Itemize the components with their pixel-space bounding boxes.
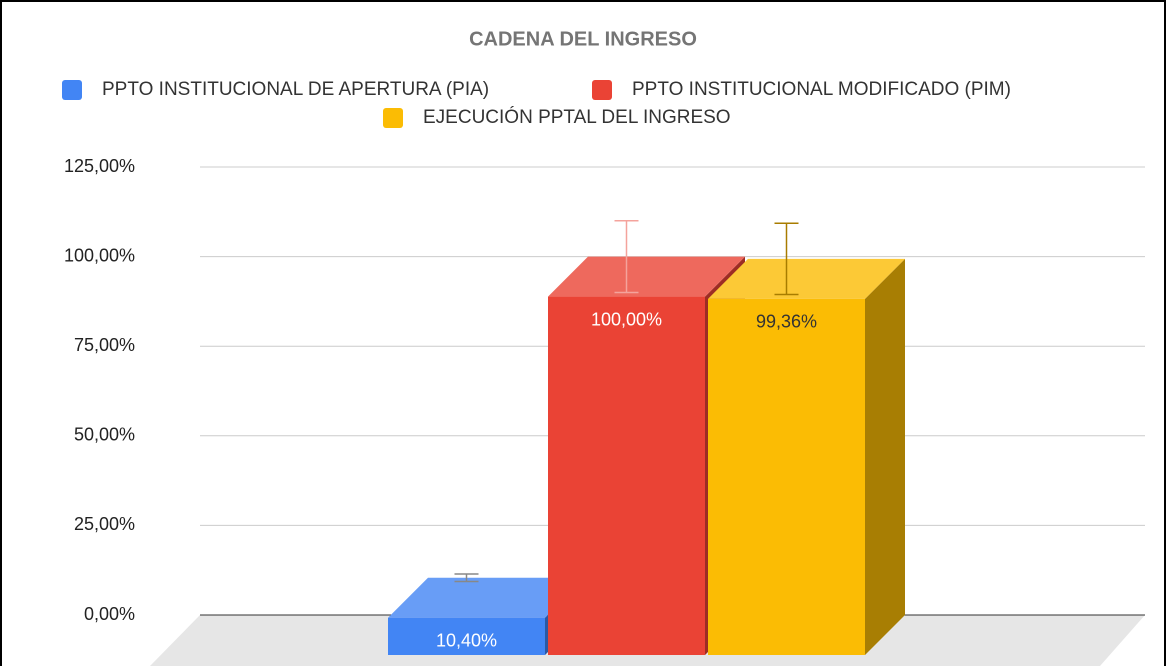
y-tick-label: 0,00% xyxy=(84,604,135,624)
data-label: 10,40% xyxy=(436,630,497,650)
legend-swatch xyxy=(383,108,403,128)
bar-top xyxy=(548,256,745,297)
y-tick-label: 50,00% xyxy=(74,425,135,445)
bar-top xyxy=(708,258,905,299)
y-tick-label: 125,00% xyxy=(64,156,135,176)
legend-label: PPTO INSTITUCIONAL DE APERTURA (PIA) xyxy=(102,79,489,100)
bar xyxy=(388,617,545,655)
bar xyxy=(548,296,705,655)
bar-side xyxy=(865,258,905,655)
data-label: 100,00% xyxy=(591,309,662,329)
legend-label: PPTO INSTITUCIONAL MODIFICADO (PIM) xyxy=(632,79,1011,100)
y-tick-label: 25,00% xyxy=(74,514,135,534)
bar xyxy=(708,298,865,655)
legend-swatch xyxy=(62,80,82,100)
y-tick-label: 100,00% xyxy=(64,245,135,265)
chart-title: CADENA DEL INGRESO xyxy=(469,28,697,50)
data-label: 99,36% xyxy=(756,312,817,332)
legend-swatch xyxy=(592,80,612,100)
y-tick-label: 75,00% xyxy=(74,335,135,355)
bar-top xyxy=(388,577,585,618)
legend-label: EJECUCIÓN PPTAL DEL INGRESO xyxy=(423,106,731,128)
